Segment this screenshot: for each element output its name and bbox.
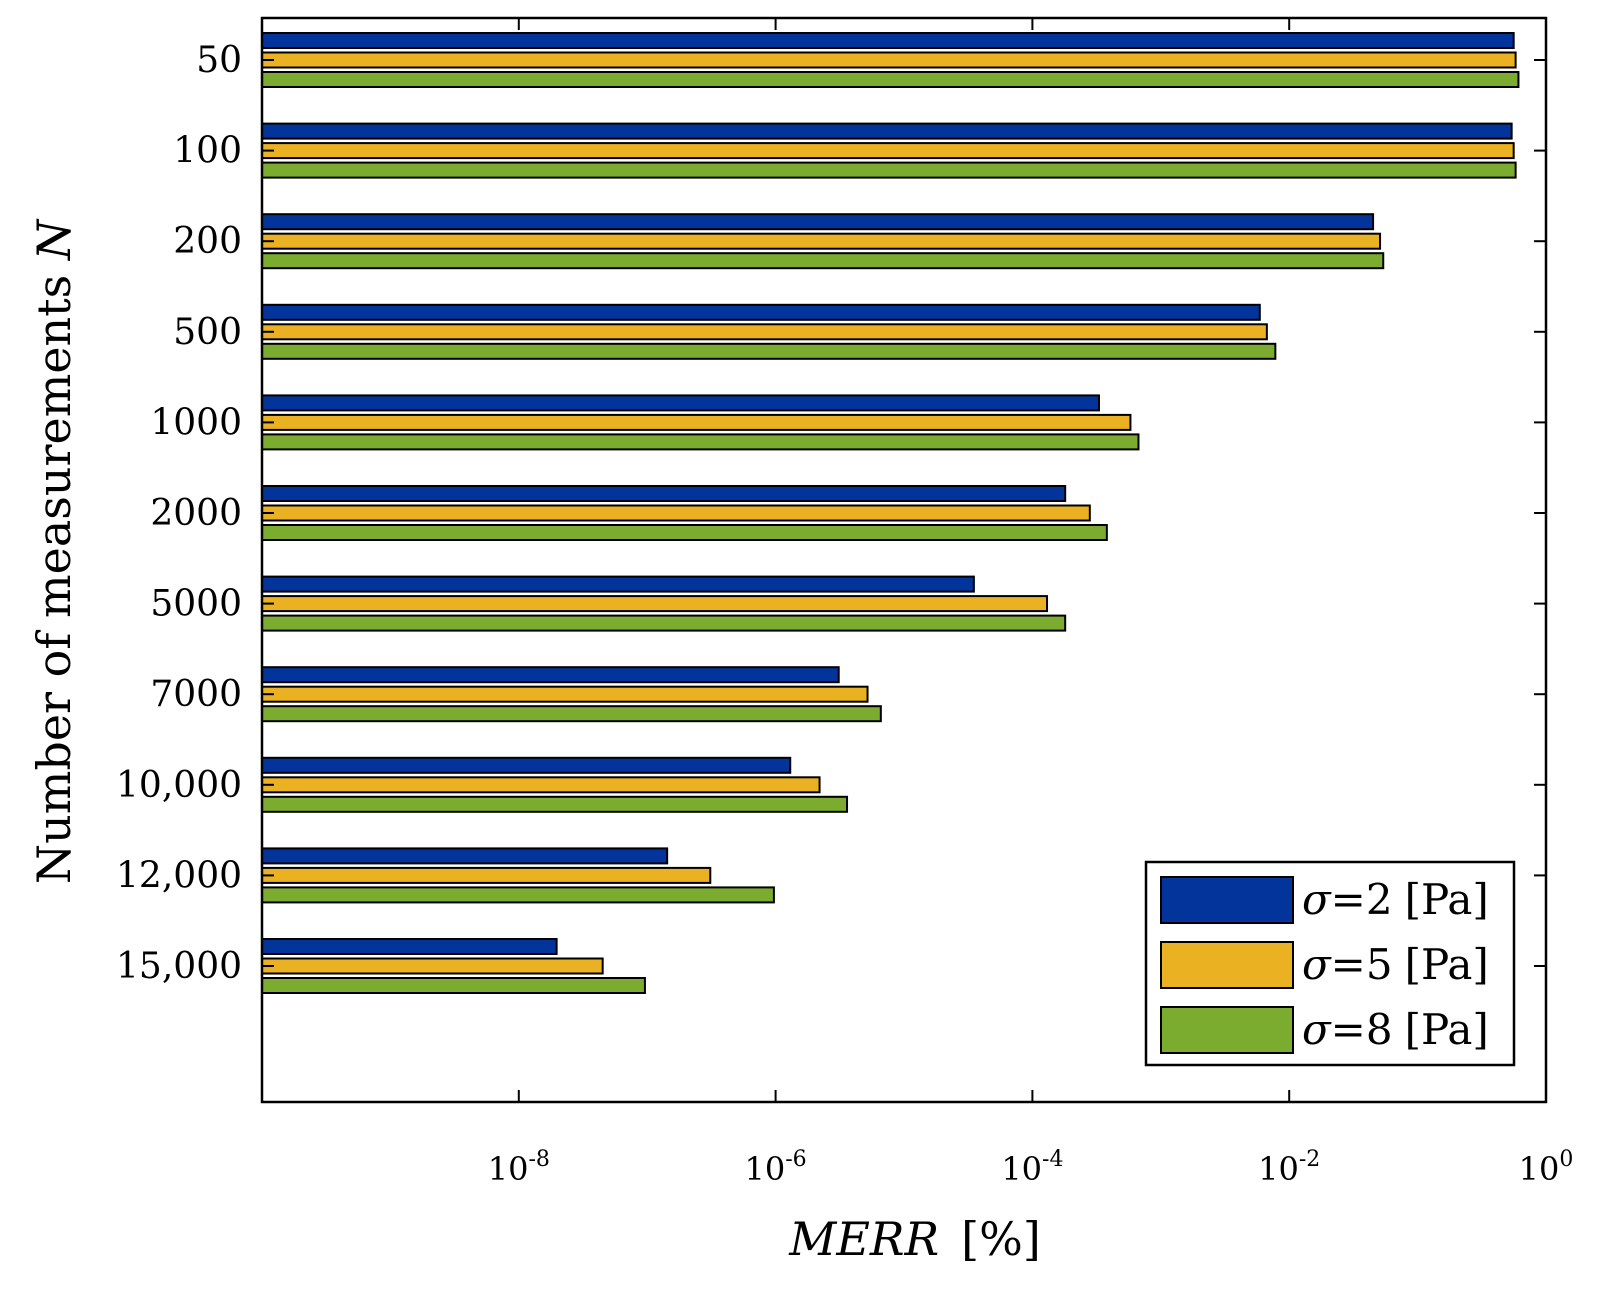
bar-n10000-sigma-8 bbox=[261, 795, 849, 813]
bar-n7000-sigma-5 bbox=[261, 685, 869, 703]
tick-labels: 50 100 200 500 1000 2000 5000 7000 10,000 12,000 1… bbox=[116, 40, 1573, 1188]
x-tick-label: 10-8 bbox=[488, 1147, 550, 1188]
bar-n7000-sigma-8 bbox=[261, 705, 882, 723]
bar-n200-sigma-8 bbox=[261, 252, 1385, 270]
y-axis-label: Number of measurements N bbox=[27, 218, 81, 884]
bar-n15000-sigma-5 bbox=[261, 957, 604, 975]
bar-n200-sigma-5 bbox=[261, 232, 1382, 250]
x-tick-label: 10-2 bbox=[1258, 1147, 1320, 1188]
bar-n1000-sigma-5 bbox=[261, 413, 1132, 431]
legend-label-sigma-5: σ=5 [Pa] bbox=[1302, 940, 1489, 989]
axes bbox=[260, 16, 1548, 1104]
bar-n5000-sigma-8 bbox=[261, 614, 1067, 632]
bar-n200-sigma-2 bbox=[261, 213, 1375, 231]
bar-n50-sigma-8 bbox=[261, 71, 1520, 88]
y-tick-label: 500 bbox=[173, 312, 242, 353]
bar-n15000-sigma-8 bbox=[261, 977, 646, 994]
bar-n1000-sigma-2 bbox=[261, 394, 1100, 412]
x-axis-label-unit: [%] bbox=[961, 1212, 1041, 1266]
x-axis-label-var: MERR bbox=[788, 1212, 939, 1266]
bar-n10000-sigma-5 bbox=[261, 776, 821, 794]
x-tick-label: 10-6 bbox=[745, 1147, 807, 1188]
bar-n100-sigma-2 bbox=[261, 122, 1513, 140]
bar-n1000-sigma-8 bbox=[261, 433, 1140, 451]
y-tick-label: 50 bbox=[196, 40, 242, 81]
bar-n5000-sigma-2 bbox=[261, 575, 975, 593]
x-tick-label: 100 bbox=[1519, 1147, 1574, 1188]
bar-n12000-sigma-5 bbox=[261, 866, 712, 884]
bar-n500-sigma-8 bbox=[261, 342, 1277, 360]
y-tick-label: 100 bbox=[173, 131, 242, 172]
bar-n2000-sigma-8 bbox=[261, 524, 1108, 541]
y-tick-label: 2000 bbox=[150, 493, 242, 534]
y-tick-label: 200 bbox=[173, 221, 242, 262]
bar-n2000-sigma-5 bbox=[261, 504, 1091, 522]
x-axis-label: MERR [%] bbox=[788, 1212, 1041, 1266]
bar-n12000-sigma-8 bbox=[261, 886, 775, 904]
legend-label-sigma-2: σ=2 [Pa] bbox=[1302, 875, 1489, 924]
bar-n100-sigma-5 bbox=[261, 142, 1515, 160]
bar-n500-sigma-5 bbox=[261, 323, 1268, 341]
legend: σ=2 [Pa] σ=5 [Pa] σ=8 [Pa] bbox=[1144, 860, 1516, 1067]
y-tick-label: 7000 bbox=[150, 674, 242, 715]
bar-n7000-sigma-2 bbox=[261, 666, 840, 684]
bar-n50-sigma-2 bbox=[261, 32, 1515, 49]
bar-n10000-sigma-2 bbox=[261, 756, 792, 774]
legend-swatch-sigma-5 bbox=[1160, 941, 1294, 989]
y-tick-label: 1000 bbox=[150, 402, 242, 443]
bar-n12000-sigma-2 bbox=[261, 847, 669, 865]
bar-n500-sigma-2 bbox=[261, 303, 1261, 321]
bar-n50-sigma-5 bbox=[261, 51, 1517, 69]
y-tick-label: 12,000 bbox=[116, 855, 242, 896]
bars-group bbox=[261, 32, 1520, 994]
y-tick-label: 10,000 bbox=[116, 765, 242, 806]
bar-n2000-sigma-2 bbox=[261, 485, 1067, 502]
bar-n15000-sigma-2 bbox=[261, 938, 558, 955]
legend-swatch-sigma-2 bbox=[1160, 876, 1294, 924]
bar-n100-sigma-8 bbox=[261, 161, 1517, 179]
legend-swatch-sigma-8 bbox=[1160, 1006, 1294, 1054]
y-tick-label: 5000 bbox=[150, 584, 242, 625]
axes-frame bbox=[260, 16, 1548, 1104]
bar-n5000-sigma-5 bbox=[261, 595, 1049, 613]
legend-label-sigma-8: σ=8 [Pa] bbox=[1302, 1005, 1489, 1054]
x-tick-label: 10-4 bbox=[1001, 1147, 1063, 1188]
y-tick-label: 15,000 bbox=[116, 946, 242, 987]
